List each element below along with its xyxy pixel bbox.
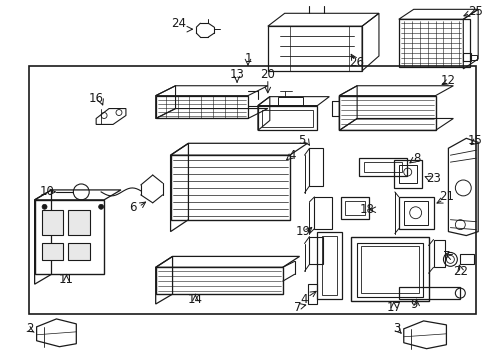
- Bar: [309, 148, 323, 186]
- Bar: [155, 267, 282, 294]
- Text: 23: 23: [425, 171, 440, 185]
- Bar: [41, 210, 63, 235]
- Bar: [358, 158, 406, 176]
- Text: 24: 24: [171, 17, 185, 30]
- Text: 26: 26: [349, 57, 364, 69]
- Bar: [262, 109, 313, 127]
- Text: 12: 12: [440, 74, 455, 87]
- Bar: [155, 96, 247, 118]
- Bar: [267, 26, 361, 71]
- Bar: [29, 66, 475, 314]
- Text: 21: 21: [438, 190, 453, 203]
- Bar: [459, 255, 473, 264]
- Bar: [398, 19, 469, 67]
- Bar: [317, 231, 342, 299]
- Bar: [403, 201, 427, 225]
- Bar: [398, 287, 459, 299]
- Bar: [398, 165, 416, 183]
- Text: 22: 22: [452, 265, 467, 278]
- Bar: [398, 197, 433, 229]
- Text: 10: 10: [40, 185, 55, 198]
- Bar: [364, 162, 401, 172]
- Text: 25: 25: [467, 5, 482, 18]
- Text: 16: 16: [88, 92, 103, 105]
- Bar: [68, 210, 90, 235]
- Text: 8: 8: [412, 152, 420, 165]
- Bar: [35, 200, 104, 274]
- Text: 7: 7: [442, 250, 449, 263]
- Bar: [470, 55, 476, 60]
- Text: 15: 15: [467, 134, 482, 147]
- Bar: [339, 96, 435, 130]
- Text: 4: 4: [300, 293, 307, 306]
- Bar: [314, 197, 332, 229]
- Text: 4: 4: [287, 149, 295, 162]
- Bar: [277, 96, 302, 105]
- Bar: [170, 155, 289, 220]
- Bar: [433, 239, 445, 267]
- Bar: [309, 237, 323, 264]
- Text: 18: 18: [359, 203, 374, 216]
- Text: 17: 17: [386, 301, 401, 314]
- Text: 13: 13: [229, 68, 244, 81]
- Bar: [257, 105, 317, 130]
- Bar: [345, 201, 365, 215]
- Text: 6: 6: [129, 201, 136, 214]
- Text: 20: 20: [260, 68, 275, 81]
- Text: 11: 11: [59, 273, 74, 286]
- Text: 9: 9: [409, 297, 417, 311]
- Text: 2: 2: [26, 322, 33, 336]
- Text: 1: 1: [244, 53, 251, 66]
- Text: 3: 3: [392, 322, 400, 336]
- Bar: [341, 197, 368, 219]
- Bar: [360, 247, 418, 293]
- Bar: [68, 243, 90, 260]
- Bar: [462, 53, 470, 61]
- Text: 14: 14: [187, 293, 203, 306]
- Text: 7: 7: [293, 301, 301, 314]
- Bar: [41, 243, 63, 260]
- Text: 5: 5: [297, 134, 305, 147]
- Bar: [356, 243, 422, 297]
- Bar: [350, 237, 427, 301]
- Bar: [322, 235, 337, 295]
- Bar: [307, 284, 317, 304]
- Text: 19: 19: [295, 225, 310, 238]
- Bar: [393, 160, 421, 188]
- Circle shape: [42, 204, 47, 209]
- Circle shape: [99, 204, 103, 209]
